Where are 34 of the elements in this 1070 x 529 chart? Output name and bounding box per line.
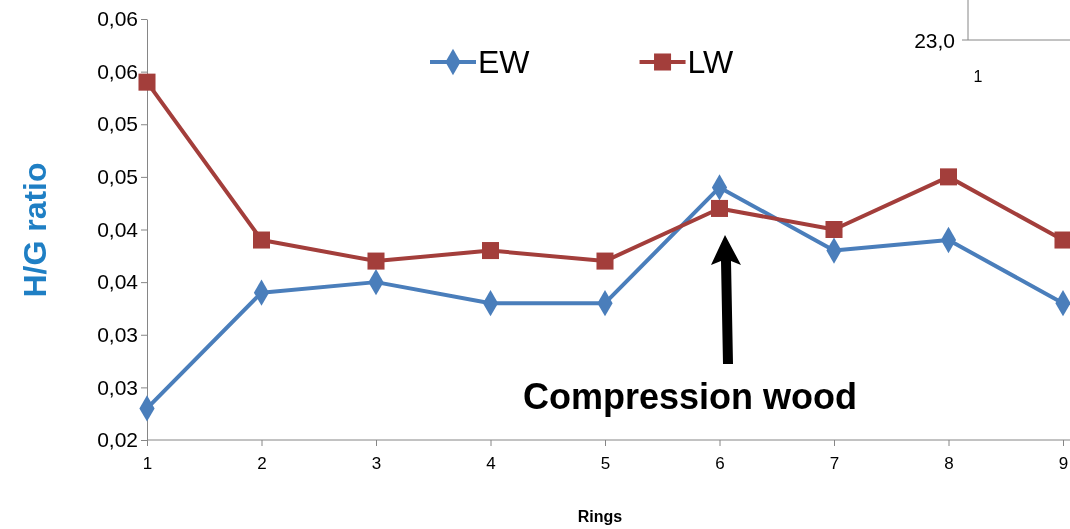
x-tick-label: 6	[715, 454, 725, 474]
x-tick-label: 5	[600, 454, 611, 474]
y-tick-label: 0,04	[97, 217, 139, 241]
point	[710, 199, 729, 217]
annotation: Compression wood	[522, 376, 858, 417]
y-tick-label: 0,06	[97, 7, 138, 31]
y-tick-label: 0,06	[97, 59, 138, 83]
annotation: 23,0	[914, 29, 955, 52]
x-tick-label: 7	[829, 454, 840, 474]
y-tick-label: 0,03	[97, 375, 138, 399]
legend-label: LW	[687, 44, 734, 80]
point	[939, 168, 958, 186]
legend-label: EW	[478, 44, 531, 80]
x-tick-label: 9	[1058, 454, 1069, 474]
x-tick-label: 3	[371, 454, 382, 474]
y-axis-title: H/G ratio	[17, 162, 53, 298]
point	[1054, 231, 1070, 249]
x-tick-label: 1	[142, 454, 153, 474]
x-tick-label: 2	[257, 454, 267, 474]
point	[825, 220, 843, 239]
y-tick-label: 0,05	[97, 112, 138, 136]
y-tick-label: 0,02	[97, 428, 138, 452]
y-tick-label: 0,05	[97, 165, 138, 189]
y-tick-label: 0,03	[97, 322, 138, 346]
point	[481, 242, 500, 260]
point	[138, 73, 156, 91]
x-tick-label: 8	[944, 454, 954, 474]
point	[596, 252, 614, 270]
y-tick-label: 0,04	[97, 270, 139, 294]
x-axis-title: Rings	[577, 508, 623, 525]
x-tick-label: 4	[486, 454, 496, 474]
annotation: 1	[973, 68, 983, 85]
point	[367, 252, 385, 270]
point	[252, 231, 271, 249]
